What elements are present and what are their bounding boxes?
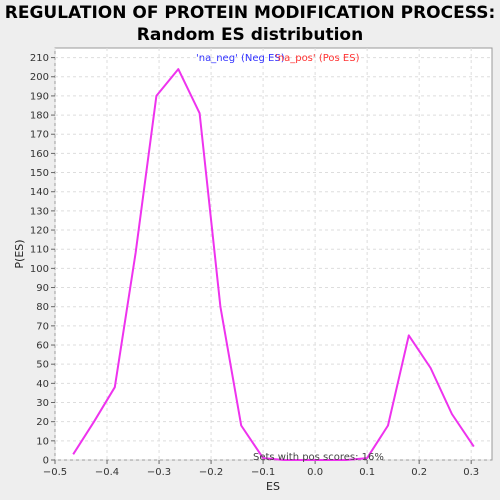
y-tick-label: 90 bbox=[36, 283, 49, 294]
x-tick-label: −0.4 bbox=[95, 467, 119, 478]
plot-area bbox=[54, 47, 493, 461]
series-layer bbox=[72, 68, 475, 461]
chart-title-line1: REGULATION OF PROTEIN MODIFICATION PROCE… bbox=[5, 3, 496, 23]
x-tick-label: 0.2 bbox=[411, 467, 427, 478]
y-tick-label: 210 bbox=[30, 53, 49, 64]
y-tick-label: 10 bbox=[36, 436, 49, 447]
series-line-0 bbox=[72, 68, 475, 461]
pos-scores-annotation: Sets with pos scores: 16% bbox=[253, 452, 384, 463]
x-tick-label: 0.3 bbox=[463, 467, 479, 478]
x-tick-label: −0.1 bbox=[251, 467, 275, 478]
y-tick-label: 50 bbox=[36, 360, 49, 371]
x-tick-label: 0.0 bbox=[307, 467, 323, 478]
legend-entry-neg: 'na_neg' (Neg ES) bbox=[196, 53, 285, 64]
x-tick-label: −0.2 bbox=[199, 467, 223, 478]
y-tick-label: 80 bbox=[36, 302, 49, 313]
y-tick-label: 110 bbox=[30, 245, 49, 256]
y-tick-label: 20 bbox=[36, 417, 49, 428]
y-axis-label: P(ES) bbox=[13, 239, 26, 268]
y-tick-label: 0 bbox=[43, 456, 49, 467]
x-tick-label: 0.1 bbox=[359, 467, 375, 478]
y-tick-label: 100 bbox=[30, 264, 49, 275]
x-tick-label: −0.5 bbox=[43, 467, 67, 478]
grid-lines bbox=[54, 48, 492, 461]
y-tick-label: 180 bbox=[30, 111, 49, 122]
legend-entry-pos: 'na_pos' (Pos ES) bbox=[275, 53, 360, 64]
y-tick-label: 190 bbox=[30, 91, 49, 102]
x-tick-label: −0.3 bbox=[147, 467, 171, 478]
x-axis-ticks: −0.5 −0.4 −0.3 −0.2 −0.1 0.0 0.1 0.2 0.3 bbox=[43, 460, 479, 478]
chart-title-line2: Random ES distribution bbox=[137, 25, 363, 45]
y-tick-label: 30 bbox=[36, 398, 49, 409]
y-tick-label: 70 bbox=[36, 321, 49, 332]
y-tick-label: 170 bbox=[30, 130, 49, 141]
y-tick-label: 120 bbox=[30, 226, 49, 237]
y-tick-label: 160 bbox=[30, 149, 49, 160]
y-tick-label: 150 bbox=[30, 168, 49, 179]
y-tick-label: 200 bbox=[30, 72, 49, 83]
y-tick-label: 40 bbox=[36, 379, 49, 390]
x-axis-label: ES bbox=[266, 480, 280, 493]
y-tick-label: 140 bbox=[30, 187, 49, 198]
y-tick-label: 130 bbox=[30, 206, 49, 217]
y-tick-label: 60 bbox=[36, 341, 49, 352]
y-axis-ticks: 0 10 20 30 40 50 60 70 80 90 100 110 120 130 140 150 160… bbox=[30, 53, 55, 467]
